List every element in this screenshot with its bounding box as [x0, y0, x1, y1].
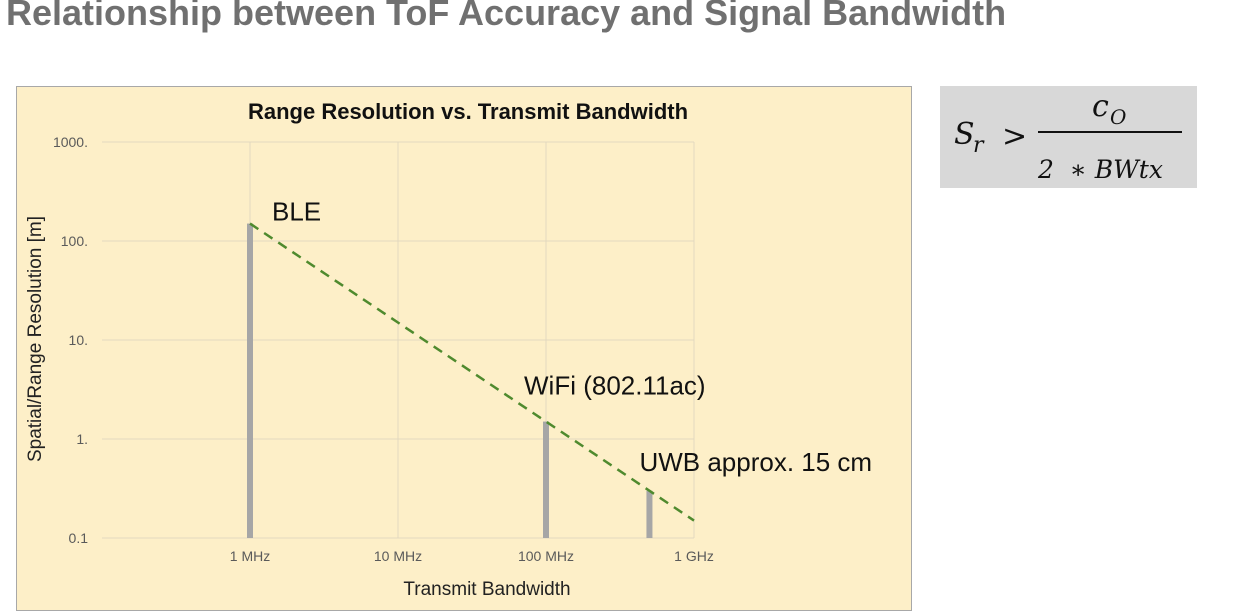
formula-operator: >	[1002, 119, 1027, 154]
trend-line	[249, 222, 695, 522]
range-resolution-chart: 0.1 1. 10. 100. 1000. 1 MHz 10 MHz 100 MHz 1 GHz…	[25, 99, 872, 600]
chart-title: Range Resolution vs. Transmit Bandwidth	[248, 99, 688, 124]
bar	[646, 490, 653, 538]
formula-lhs-symbol: S	[954, 117, 975, 152]
y-axis-label: Spatial/Range Resolution [m]	[25, 216, 46, 462]
x-tick-label: 1 MHz	[230, 548, 270, 564]
formula-numerator-subscript: O	[1110, 105, 1126, 129]
x-tick-label: 100 MHz	[518, 548, 574, 564]
formula-panel: S r > c O 2 ∗ BWtx	[940, 86, 1197, 188]
x-axis-label: Transmit Bandwidth	[403, 579, 570, 600]
chart-panel: 0.1 1. 10. 100. 1000. 1 MHz 10 MHz 100 MHz 1 GHz…	[16, 86, 912, 611]
y-tick-label: 1000.	[53, 134, 88, 150]
bar-annotation: WiFi (802.11ac)	[524, 371, 706, 401]
x-tick-label: 10 MHz	[374, 548, 422, 564]
x-tick-label: 1 GHz	[674, 548, 714, 564]
y-tick-label: 100.	[61, 233, 88, 249]
bar	[247, 223, 253, 539]
bar	[543, 421, 549, 538]
y-tick-label: 10.	[69, 332, 88, 348]
y-tick-label: 1.	[76, 431, 88, 447]
bar-annotation: UWB approx. 15 cm	[639, 447, 872, 477]
formula-numerator-symbol: c	[1092, 89, 1109, 124]
formula-denominator: 2 ∗ BWtx	[1037, 155, 1163, 184]
range-resolution-formula: S r > c O 2 ∗ BWtx	[954, 89, 1182, 184]
slide-title: Relationship between ToF Accuracy and Si…	[6, 0, 1007, 33]
formula-lhs-subscript: r	[973, 133, 985, 158]
bar-annotation: BLE	[272, 197, 321, 227]
y-tick-label: 0.1	[69, 530, 89, 546]
